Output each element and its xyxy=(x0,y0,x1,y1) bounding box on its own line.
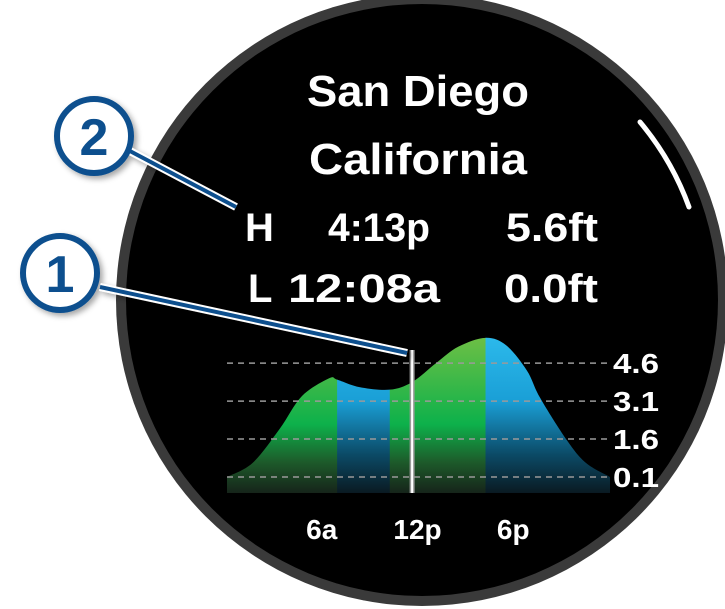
y-tick-label: 4.6 xyxy=(613,348,659,379)
low-tide-row: L 12:08a 0.0ft xyxy=(248,267,598,311)
low-tide-height: 0.0ft xyxy=(504,267,598,311)
tide-type-low: L xyxy=(248,267,272,311)
high-tide-height: 5.6ft xyxy=(506,206,598,250)
low-tide-time: 12:08a xyxy=(288,267,441,311)
tide-type-high: H xyxy=(245,206,274,250)
x-tick-label: 6p xyxy=(497,514,530,545)
callout-number: 2 xyxy=(80,109,109,167)
x-tick-label: 12p xyxy=(393,514,441,545)
y-tick-label: 0.1 xyxy=(613,462,659,493)
high-tide-row: H 4:13p 5.6ft xyxy=(245,206,598,250)
region-name: California xyxy=(309,135,528,184)
y-tick-label: 1.6 xyxy=(613,424,659,455)
callout-1: 1 xyxy=(20,233,408,357)
current-time-marker xyxy=(411,350,414,493)
x-tick-label: 6a xyxy=(306,514,338,545)
callout-2: 2 xyxy=(54,96,238,211)
scroll-indicator[interactable] xyxy=(637,119,692,210)
city-name: San Diego xyxy=(307,67,529,116)
high-tide-time: 4:13p xyxy=(328,206,430,250)
callout-number: 1 xyxy=(46,246,75,304)
y-tick-label: 3.1 xyxy=(613,386,659,417)
